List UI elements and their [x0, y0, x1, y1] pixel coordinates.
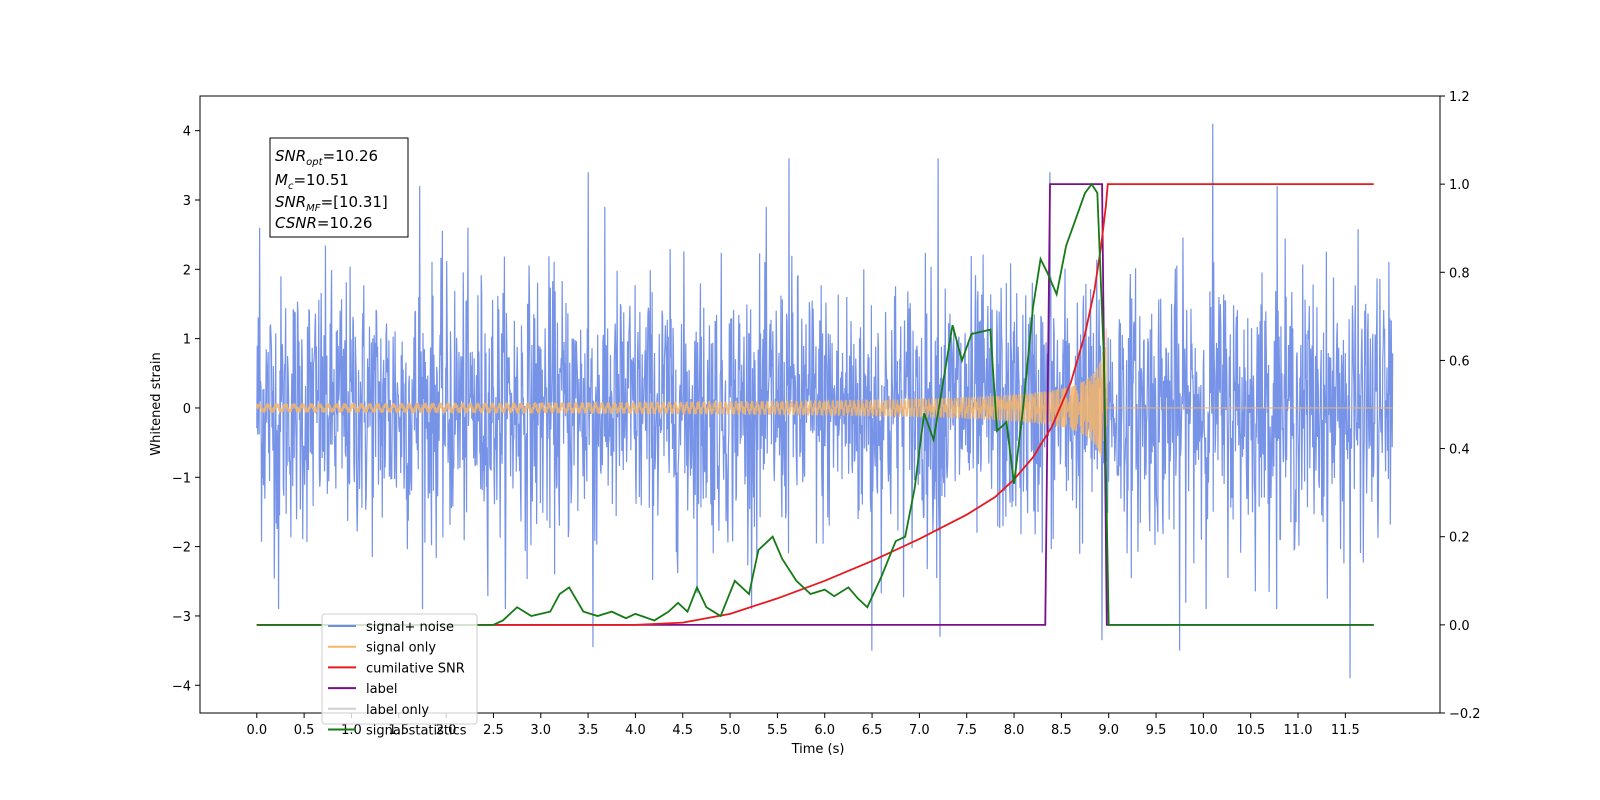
legend-label: signal statistics	[366, 724, 467, 739]
legend-label: signal+ noise	[366, 620, 454, 635]
y-tick-label: −3	[172, 610, 191, 625]
series-signal-statistics-line	[256, 182, 1374, 626]
legend-label: label only	[366, 703, 429, 718]
x-tick-label: 6.5	[862, 723, 883, 738]
y-tick-label: 3	[183, 194, 191, 209]
x-tick-label: 0.0	[246, 723, 267, 738]
legend-frame	[321, 613, 478, 725]
plot-area	[256, 123, 1394, 679]
x-tick-label: 6.0	[814, 723, 835, 738]
x-tick-label: 11.5	[1331, 723, 1360, 738]
y2-tick-label: 0.0	[1449, 619, 1470, 634]
x-tick-label: 1.5	[388, 723, 409, 738]
x-tick-label: 9.0	[1098, 723, 1119, 738]
y2-tick-label: −0.2	[1449, 707, 1481, 722]
y-tick-label: −1	[172, 471, 191, 486]
annotation-snr-opt-sub: opt	[306, 157, 323, 168]
x-tick-label: 4.0	[625, 723, 646, 738]
annotation-csnr-value: =10.26	[317, 214, 373, 232]
y-tick-label: 2	[183, 263, 191, 278]
y-tick-label: −2	[172, 541, 191, 556]
x-tick-label: 3.5	[578, 723, 599, 738]
x-tick-label: 5.0	[720, 723, 741, 738]
axes-decor: 0.0 0.5 1.0 1.5 2.0 2.5 3.0 3.5 4.0 4.5 5.0 5.5 6.0 6…	[172, 90, 1481, 738]
x-tick-label: 9.5	[1146, 723, 1167, 738]
y-tick-label: −4	[172, 679, 191, 694]
annotation-frame	[269, 137, 409, 238]
x-tick-label: 4.5	[672, 723, 693, 738]
annotation-mc-sub: c	[288, 181, 294, 192]
y-tick-label: 1	[183, 333, 191, 348]
x-tick-label: 2.0	[436, 723, 457, 738]
y-tick-label: 4	[183, 125, 191, 140]
x-tick-label: 10.5	[1236, 723, 1265, 738]
y2-tick-label: 0.6	[1449, 354, 1470, 369]
axes-frame	[199, 95, 1441, 714]
annotation-line-snr-opt: SNRopt=10.26	[275, 147, 378, 168]
x-tick-label: 10.0	[1189, 723, 1218, 738]
y2-tick-label: 1.0	[1449, 178, 1470, 193]
legend-label: cumilative SNR	[366, 661, 465, 676]
annotation-snr-mf-sub: MF	[306, 203, 321, 214]
y2-tick-label: 0.8	[1449, 266, 1470, 281]
x-axis-label: Time (s)	[791, 742, 845, 757]
x-tick-label: 7.5	[956, 723, 977, 738]
annotation-snr-mf-value: =[10.31]	[321, 193, 388, 211]
annotation-line-csnr: CSNR=10.26	[275, 214, 372, 232]
x-tick-label: 2.5	[483, 723, 504, 738]
legend-label: label	[366, 682, 397, 697]
legend-label: signal only	[366, 641, 436, 656]
annotation-mc-value: =10.51	[293, 171, 349, 189]
annotation-line-mc: Mc=10.51	[275, 171, 349, 192]
y-tick-label: 0	[183, 402, 191, 417]
y2-tick-label: 1.2	[1449, 90, 1470, 105]
x-tick-label: 5.5	[767, 723, 788, 738]
annotation-mc-base: M	[275, 171, 288, 189]
annotation-snr-opt-base: SNR	[275, 147, 306, 165]
x-tick-label: 8.0	[1004, 723, 1025, 738]
y2-tick-label: 0.2	[1449, 531, 1470, 546]
annotation-box: SNRopt=10.26 Mc=10.51 SNRMF=[10.31] CSNR…	[269, 137, 409, 238]
series-signal-only-line	[256, 328, 1393, 485]
annotation-line-snr-mf: SNRMF=[10.31]	[275, 193, 388, 214]
annotation-snr-mf-base: SNR	[275, 193, 306, 211]
x-tick-label: 8.5	[1051, 723, 1072, 738]
x-tick-label: 3.0	[530, 723, 551, 738]
annotation-csnr-base: CSNR	[275, 214, 317, 232]
x-tick-label: 7.0	[909, 723, 930, 738]
x-tick-label: 11.0	[1284, 723, 1313, 738]
y2-tick-label: 0.4	[1449, 443, 1470, 458]
annotation-snr-opt-value: =10.26	[323, 147, 379, 165]
x-tick-label: 0.5	[294, 723, 315, 738]
legend: signal+ noise signal only cumilative SNR la…	[321, 613, 478, 739]
y-axis-label: Whitened strain	[149, 352, 164, 455]
